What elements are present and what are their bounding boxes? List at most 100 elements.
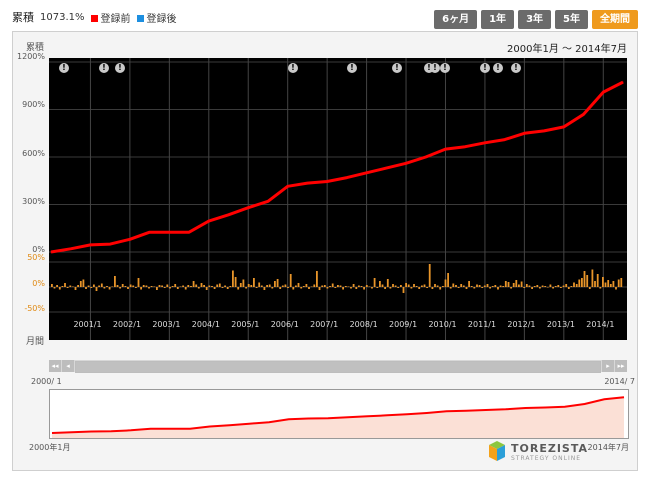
monthly-bar	[208, 285, 211, 287]
monthly-bar	[337, 285, 339, 287]
info-icon[interactable]: !	[424, 63, 434, 73]
monthly-bar	[295, 285, 297, 287]
monthly-bar	[53, 287, 56, 289]
monthly-bar	[512, 283, 515, 287]
cumulative-point	[622, 81, 624, 83]
monthly-bar	[284, 284, 287, 287]
monthly-bar	[381, 284, 384, 287]
main-chart-area[interactable]: 2001/1 2002/1 2003/1 2004/1 2005/1 2006/1 2007…	[49, 58, 627, 340]
monthly-bar	[116, 285, 119, 287]
info-icon[interactable]: !	[511, 63, 521, 73]
monthly-bar	[276, 279, 279, 287]
scroll-thumb[interactable]	[75, 361, 601, 373]
monthly-bar	[87, 285, 90, 287]
tab-6-months[interactable]: 6ヶ月	[434, 10, 478, 29]
info-icon[interactable]: !	[430, 63, 440, 73]
monthly-bar	[371, 287, 373, 289]
info-icon[interactable]: !	[288, 63, 298, 73]
scroll-prev-button[interactable]: ◂	[62, 360, 74, 372]
monthly-bar	[318, 287, 321, 290]
monthly-bar	[596, 274, 599, 287]
torezista-logo: TOREZISTA STRATEGY ONLINE	[487, 441, 588, 463]
monthly-bar	[460, 284, 463, 287]
monthly-bar	[247, 284, 250, 287]
monthly-bar	[274, 281, 276, 287]
monthly-bar	[431, 287, 434, 289]
monthly-bar	[591, 269, 594, 287]
monthly-bar	[121, 284, 124, 287]
xtick-label: 2003/1	[152, 320, 181, 329]
tab-3-years[interactable]: 3年	[518, 10, 552, 29]
monthly-bar	[528, 285, 531, 287]
scroll-next-button[interactable]: ▸	[602, 360, 614, 372]
monthly-bar	[342, 287, 344, 290]
monthly-bar	[85, 287, 87, 289]
monthly-bar	[620, 278, 623, 287]
scroll-last-button[interactable]: ▸▸	[615, 360, 627, 372]
info-icon[interactable]: !	[493, 63, 503, 73]
info-icon[interactable]: !	[347, 63, 357, 73]
monthly-bar	[176, 287, 179, 289]
navigator-bottom-right: 2014年7月	[587, 443, 629, 452]
cumulative-point	[602, 91, 604, 93]
monthly-bar	[279, 287, 282, 289]
cumulative-point	[208, 220, 210, 222]
info-icon[interactable]: !	[480, 63, 490, 73]
monthly-bar	[195, 284, 198, 287]
monthly-bar	[386, 279, 389, 287]
monthly-bar	[570, 286, 573, 287]
monthly-bar	[51, 284, 53, 287]
scroll-first-button[interactable]: ◂◂	[49, 360, 61, 372]
cumulative-point	[326, 181, 328, 182]
cumulative-point	[543, 130, 545, 132]
xtick-label: 2002/1	[112, 320, 142, 329]
period-tabs: 6ヶ月 1年 3年 5年 全期間	[434, 10, 638, 29]
monthly-bar	[271, 287, 274, 289]
monthly-bar	[321, 285, 324, 287]
navigator-chart[interactable]	[49, 389, 629, 439]
tab-1-year[interactable]: 1年	[481, 10, 515, 29]
cumulative-point	[228, 214, 229, 216]
monthly-bar	[95, 287, 98, 291]
monthly-bar	[418, 287, 421, 289]
monthly-bar	[573, 282, 575, 287]
monthly-bar	[237, 287, 240, 290]
monthly-bar	[470, 286, 473, 287]
monthly-bar	[607, 280, 610, 287]
monthly-bar	[329, 286, 331, 287]
monthly-bar	[114, 276, 116, 287]
tab-all-period[interactable]: 全期間	[592, 10, 638, 29]
monthly-bar	[355, 287, 358, 289]
monthly-bar	[153, 286, 156, 287]
monthly-bar	[132, 285, 135, 287]
monthly-bar	[266, 285, 268, 287]
monthly-bar	[365, 285, 368, 287]
monthly-bar	[462, 285, 465, 287]
chart-scrollbar[interactable]: ◂◂ ◂ ▸ ▸▸	[49, 360, 627, 373]
monthly-bar	[226, 287, 229, 289]
monthly-bar	[281, 285, 284, 287]
info-icon[interactable]: !	[59, 63, 69, 73]
monthly-bar	[423, 284, 426, 287]
monthly-bar	[69, 285, 72, 287]
tab-5-years[interactable]: 5年	[555, 10, 588, 29]
info-icon[interactable]: !	[440, 63, 450, 73]
monthly-bar	[229, 286, 232, 287]
cumulative-point	[563, 126, 565, 128]
monthly-bar	[455, 285, 457, 287]
info-icon[interactable]: !	[115, 63, 125, 73]
monthly-bar	[263, 287, 266, 290]
cumulative-point	[346, 177, 348, 179]
monthly-bar	[103, 287, 106, 289]
info-icon[interactable]: !	[99, 63, 109, 73]
sub-ytick-0: 0%	[32, 279, 45, 288]
monthly-bar	[255, 287, 258, 288]
monthly-bar	[476, 284, 478, 287]
monthly-bar	[334, 287, 337, 288]
monthly-bar	[468, 281, 470, 287]
cumulative-point	[366, 172, 368, 174]
sub-ytick-minus-50: -50%	[24, 304, 45, 313]
monthly-bar	[533, 286, 536, 287]
info-icon[interactable]: !	[392, 63, 402, 73]
monthly-bar	[350, 287, 352, 289]
